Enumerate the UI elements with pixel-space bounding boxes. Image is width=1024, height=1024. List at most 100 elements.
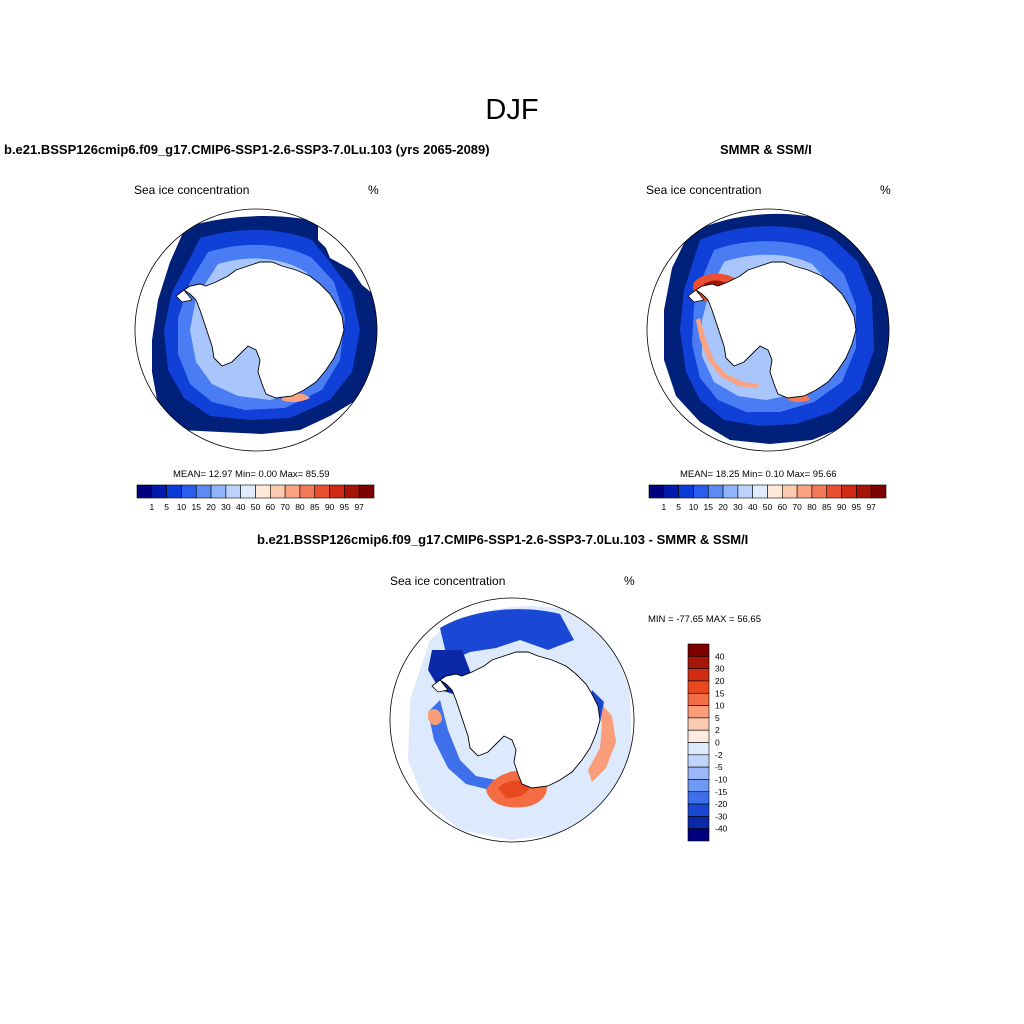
labelbar-1-box	[151, 484, 167, 499]
labelbar-2-tick-label: 60	[778, 502, 788, 512]
labelbar-3-box	[687, 643, 710, 657]
labelbar-1-tick-label: 1	[149, 502, 154, 512]
labelbar-1-tick-label: 70	[280, 502, 290, 512]
labelbar-1-box	[240, 484, 256, 499]
labelbar-2-tick-label: 90	[837, 502, 847, 512]
labelbar-2-box	[796, 484, 813, 499]
labelbar-3-box	[687, 680, 710, 694]
labelbar-1-box	[284, 484, 301, 499]
labelbar-2-tick-label: 30	[733, 502, 743, 512]
labelbar-1-tick-label: 85	[310, 502, 320, 512]
labelbar-3-tick-label: 30	[715, 664, 725, 674]
labelbar-2-box	[678, 484, 694, 499]
map-3-boundary	[389, 597, 635, 843]
labelbar-3-box	[687, 656, 710, 669]
labelbar-2-box	[752, 484, 768, 499]
panel-1-title: b.e21.BSSP126cmip6.f09_g17.CMIP6-SSP1-2.…	[4, 142, 490, 157]
labelbar-1-tick-label: 90	[325, 502, 335, 512]
panel-3-stats: MIN = -77.65 MAX = 56.65	[648, 614, 762, 625]
labelbar-3-box	[687, 668, 710, 682]
labelbar-1-tick-label: 20	[206, 502, 216, 512]
map-1-boundary	[134, 208, 378, 452]
labelbar-3-tick-label: -2	[715, 750, 723, 760]
labelbar-3-box	[687, 754, 710, 768]
labelbar-2-tick-label: 40	[748, 502, 758, 512]
labelbar-1-tick-label: 50	[251, 502, 261, 512]
labelbar-1-tick-label: 60	[266, 502, 276, 512]
labelbar-1-box	[210, 484, 227, 499]
map-3-red-right	[588, 700, 616, 782]
panel-3-title: b.e21.BSSP126cmip6.f09_g17.CMIP6-SSP1-2.…	[257, 532, 749, 547]
labelbar-3-box	[687, 791, 710, 805]
map-2-boundary	[646, 208, 890, 452]
labelbar-1-box	[166, 484, 182, 499]
map-1-peninsula	[175, 289, 193, 303]
labelbar-3-box	[687, 766, 710, 780]
labelbar-1-box	[195, 484, 212, 499]
map-3-blue-top	[440, 609, 574, 662]
labelbar-3-tick-label: -40	[715, 824, 728, 834]
labelbar-3-tick-label: -5	[715, 762, 723, 772]
labelbar-1-tick-label: 80	[295, 502, 305, 512]
labelbar-3-tick-label: 40	[715, 651, 725, 661]
labelbar-3-box	[687, 692, 710, 706]
labelbar-1-tick-label: 30	[221, 502, 231, 512]
labelbar-1-box	[329, 484, 345, 499]
labelbar-2-tick-label: 70	[792, 502, 802, 512]
labelbar-3-box	[687, 779, 710, 793]
labelbar-2-tick-label: 1	[661, 502, 666, 512]
labelbar-2-box	[722, 484, 739, 499]
labelbar-1-box	[181, 484, 197, 499]
labelbar-2-box	[663, 484, 679, 499]
panel-2-left-label: Sea ice concentration	[646, 183, 762, 197]
map-2-antarctica	[695, 261, 857, 399]
labelbar-3-tick-label: -15	[715, 787, 728, 797]
labelbar-2-tick-label: 5	[676, 502, 681, 512]
labelbar-2-tick-label: 80	[807, 502, 817, 512]
labelbar-1-tick-label: 10	[177, 502, 187, 512]
labelbar-2-box	[767, 484, 783, 499]
map-3-blue-ring	[428, 700, 496, 790]
panel-1-units: %	[368, 183, 379, 197]
labelbar-2-box	[693, 484, 709, 499]
labelbar-2-tick-label: 97	[866, 502, 876, 512]
labelbar-2-box	[648, 484, 665, 499]
labelbar-3-box	[687, 729, 710, 743]
labelbar-2-box	[870, 484, 887, 499]
labelbar-3-tick-label: -20	[715, 799, 728, 809]
panel-1-left-label: Sea ice concentration	[134, 183, 250, 197]
labelbar-1-box	[270, 484, 286, 499]
labelbar-1-tick-label: 40	[236, 502, 246, 512]
labelbar-1-box	[344, 484, 360, 499]
map-3-red-bottom-core	[498, 780, 530, 798]
labelbar-1-tick-label: 5	[164, 502, 169, 512]
panel-1-stats: MEAN= 12.97 Min= 0.00 Max= 85.59	[173, 469, 330, 480]
map-1-antarctica	[183, 261, 345, 399]
map-2-red-arc	[696, 318, 760, 388]
labelbar-1-tick-label: 15	[192, 502, 202, 512]
labelbar-2-tick-label: 85	[822, 502, 832, 512]
labelbar-2-tick-label: 10	[689, 502, 699, 512]
labelbar-3-tick-label: 5	[715, 713, 720, 723]
map-2-peninsula	[687, 289, 705, 303]
panel-2-title: SMMR & SSM/I	[720, 142, 812, 157]
labelbar-1-box	[299, 484, 316, 499]
labelbar-1-box	[358, 484, 375, 499]
labelbar-2: 1 5 10 15 20 30 40 50 60 70 80 85 90 95 97	[648, 484, 887, 512]
labelbar-3-box	[687, 705, 710, 719]
labelbar-2-box	[811, 484, 828, 499]
labelbar-3-tick-label: 2	[715, 725, 720, 735]
labelbar-2-tick-label: 95	[852, 502, 862, 512]
labelbar-2-tick-label: 50	[763, 502, 773, 512]
labelbar-1-box	[225, 484, 241, 499]
labelbar-1-tick-label: 95	[340, 502, 350, 512]
labelbar-2-box	[737, 484, 753, 499]
labelbar-2-box	[782, 484, 798, 499]
labelbar-1-tick-label: 97	[354, 502, 364, 512]
map-3-antarctica	[439, 651, 601, 789]
labelbar-3-tick-label: 10	[715, 701, 725, 711]
labelbar-3-box	[687, 717, 710, 731]
labelbar-2-box	[856, 484, 872, 499]
labelbar-3-tick-label: 20	[715, 676, 725, 686]
